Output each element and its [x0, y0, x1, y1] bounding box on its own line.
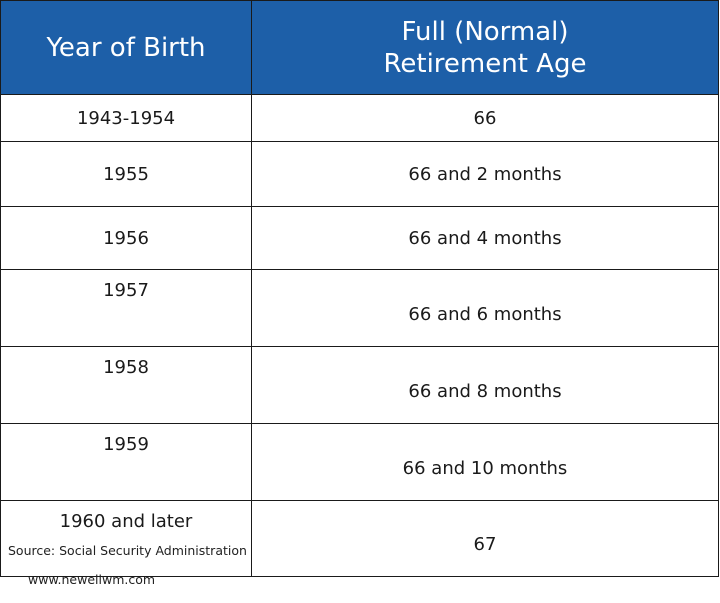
header-retirement-age-text: Full (Normal) Retirement Age: [383, 16, 587, 79]
age-cell: 66 and 4 months: [251, 206, 719, 270]
table-row: 1956 66 and 4 months: [0, 206, 719, 270]
age-cell: 66 and 8 months: [251, 346, 719, 424]
table-row: 1959 66 and 10 months: [0, 423, 719, 501]
table-row: 1955 66 and 2 months: [0, 141, 719, 207]
retirement-age-table-container: Year of Birth Full (Normal) Retirement A…: [0, 0, 719, 577]
year-cell: 1957: [0, 269, 252, 347]
age-cell: 66 and 2 months: [251, 141, 719, 207]
table-row: 1943-1954 66: [0, 94, 719, 142]
age-cell: 66: [251, 94, 719, 142]
age-cell: 67: [251, 500, 719, 577]
year-cell: 1958: [0, 346, 252, 424]
retirement-age-table: Year of Birth Full (Normal) Retirement A…: [0, 0, 719, 577]
website-note: www.newellwm.com: [28, 572, 156, 587]
year-cell: 1955: [0, 141, 252, 207]
year-cell: 1959: [0, 423, 252, 501]
year-cell: 1943-1954: [0, 94, 252, 142]
source-note: Source: Social Security Administration: [8, 543, 247, 558]
header-retirement-age: Full (Normal) Retirement Age: [251, 0, 719, 95]
table-row: 1958 66 and 8 months: [0, 346, 719, 424]
header-year-of-birth: Year of Birth: [0, 0, 252, 95]
year-cell: 1960 and later: [0, 500, 252, 577]
table-row: 1960 and later 67: [0, 500, 719, 577]
age-cell: 66 and 6 months: [251, 269, 719, 347]
age-cell: 66 and 10 months: [251, 423, 719, 501]
table-header-row: Year of Birth Full (Normal) Retirement A…: [0, 0, 719, 95]
year-cell: 1956: [0, 206, 252, 270]
table-row: 1957 66 and 6 months: [0, 269, 719, 347]
